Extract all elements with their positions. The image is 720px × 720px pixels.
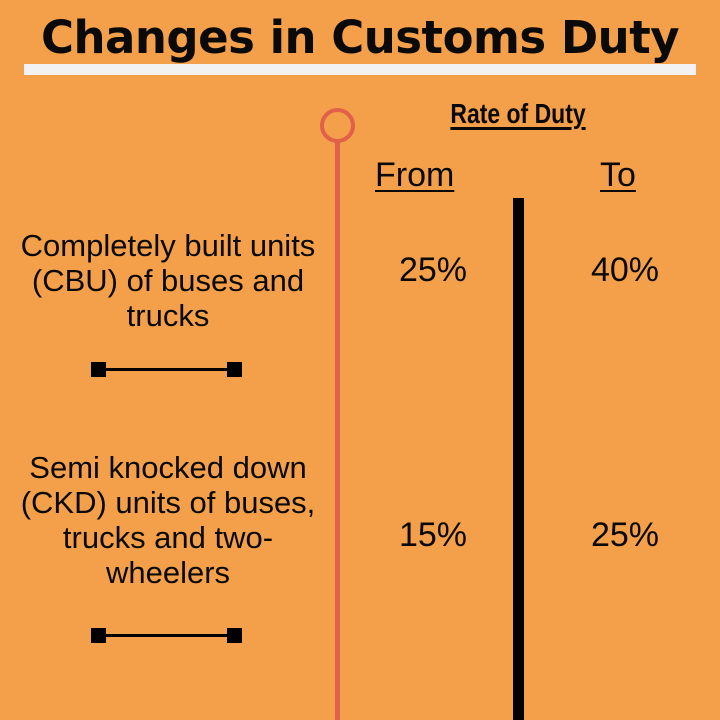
- from-column-header: From: [375, 156, 455, 194]
- label-line: Semi knocked down: [29, 450, 307, 485]
- ckd-from-rate: 15%: [398, 516, 468, 554]
- connector-end-square-icon: [91, 362, 106, 377]
- to-column-header: To: [600, 156, 636, 194]
- connector-line: [106, 634, 227, 637]
- connector-end-square-icon: [227, 628, 242, 643]
- row-label-cbu: Completely built units (CBU) of buses an…: [0, 228, 336, 333]
- column-divider: [513, 198, 524, 720]
- rate-of-duty-heading: Rate of Duty: [450, 98, 586, 129]
- connector-end-square-icon: [227, 362, 242, 377]
- label-line: wheelers: [105, 555, 231, 590]
- timeline-circle-icon: [320, 108, 355, 143]
- cbu-to-rate: 40%: [590, 251, 660, 289]
- row-label-ckd: Semi knocked down (CKD) units of buses, …: [0, 450, 336, 590]
- connector-line: [106, 368, 227, 371]
- label-line: trucks and two-: [62, 520, 274, 555]
- label-line: (CBU) of buses and: [31, 263, 305, 298]
- ckd-to-rate: 25%: [590, 516, 660, 554]
- timeline-line: [335, 141, 340, 720]
- label-line: (CKD) units of buses,: [20, 485, 316, 520]
- page-title: Changes in Customs Duty: [40, 11, 680, 64]
- label-line: Completely built units: [20, 228, 316, 263]
- cbu-from-rate: 25%: [398, 251, 468, 289]
- label-line: trucks: [126, 298, 210, 333]
- connector-icon: [91, 628, 242, 643]
- connector-end-square-icon: [91, 628, 106, 643]
- title-underline-bar: [24, 64, 696, 75]
- connector-icon: [91, 362, 242, 377]
